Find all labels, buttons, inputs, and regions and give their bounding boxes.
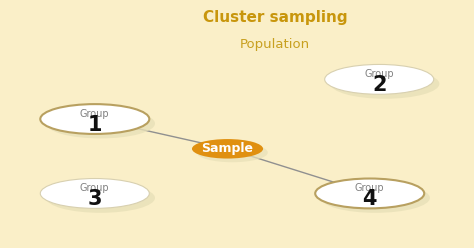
Text: 3: 3 [88, 189, 102, 209]
Ellipse shape [46, 109, 155, 138]
Ellipse shape [192, 139, 263, 158]
Text: 1: 1 [88, 115, 102, 135]
Ellipse shape [46, 183, 155, 213]
Text: Group: Group [365, 69, 394, 79]
Text: Cluster sampling: Cluster sampling [202, 10, 347, 25]
Ellipse shape [330, 69, 439, 99]
Ellipse shape [321, 183, 430, 213]
Text: Group: Group [80, 109, 109, 119]
Text: 2: 2 [372, 75, 386, 95]
Text: Sample: Sample [201, 142, 254, 155]
Text: Population: Population [240, 38, 310, 51]
Ellipse shape [325, 64, 434, 94]
Text: 4: 4 [363, 189, 377, 209]
Ellipse shape [40, 104, 149, 134]
Ellipse shape [315, 179, 424, 208]
Text: Group: Group [80, 183, 109, 193]
Text: Group: Group [355, 183, 384, 193]
Ellipse shape [197, 143, 268, 162]
Ellipse shape [40, 179, 149, 208]
